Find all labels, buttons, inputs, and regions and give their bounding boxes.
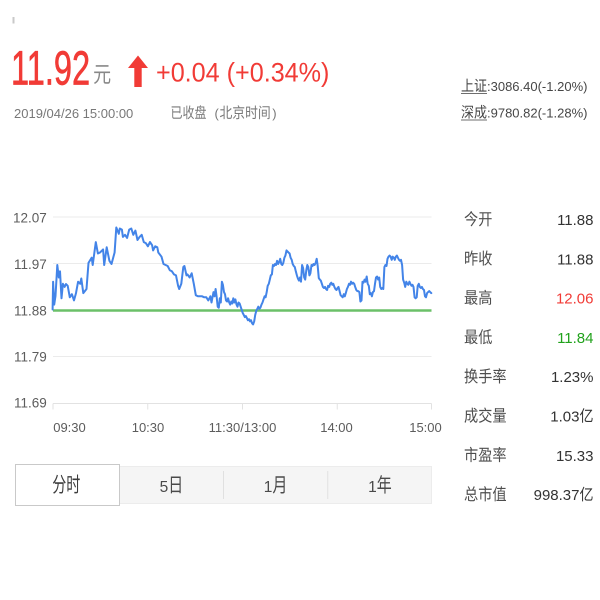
svg-text:998.37: 998.37	[534, 487, 580, 504]
svg-text::3086.40(-1.20%): :3086.40(-1.20%)	[487, 79, 587, 94]
svg-text:14:00: 14:00	[320, 420, 353, 435]
svg-text:11.69: 11.69	[14, 396, 47, 411]
svg-text:1.23%: 1.23%	[551, 369, 594, 386]
svg-text:11.97: 11.97	[14, 257, 47, 272]
svg-text:15:00: 15:00	[409, 420, 442, 435]
svg-text:10:30: 10:30	[132, 420, 165, 435]
svg-text::9780.82(-1.28%): :9780.82(-1.28%)	[487, 106, 587, 121]
svg-text:11.92: 11.92	[11, 41, 90, 95]
svg-text:09:30: 09:30	[53, 420, 86, 435]
svg-text:1: 1	[264, 479, 273, 496]
svg-text:15.33: 15.33	[556, 448, 594, 465]
svg-text:(: (	[215, 106, 220, 121]
svg-text:11.88: 11.88	[557, 251, 593, 268]
svg-text:11.79: 11.79	[14, 350, 47, 365]
svg-text:11.88: 11.88	[14, 304, 47, 319]
svg-text:1.03: 1.03	[550, 409, 579, 426]
svg-text:11:30/13:00: 11:30/13:00	[209, 420, 277, 435]
svg-text:+0.04 (+0.34%): +0.04 (+0.34%)	[156, 59, 329, 88]
svg-text:11.88: 11.88	[557, 212, 593, 229]
svg-text:): )	[272, 106, 276, 121]
svg-text:12.06: 12.06	[556, 291, 594, 308]
svg-text:2019/04/26 15:00:00: 2019/04/26 15:00:00	[14, 106, 133, 121]
svg-text:11.84: 11.84	[557, 330, 593, 347]
svg-text:12.07: 12.07	[13, 211, 47, 226]
svg-text:5: 5	[160, 479, 169, 496]
svg-text:1: 1	[368, 479, 377, 496]
